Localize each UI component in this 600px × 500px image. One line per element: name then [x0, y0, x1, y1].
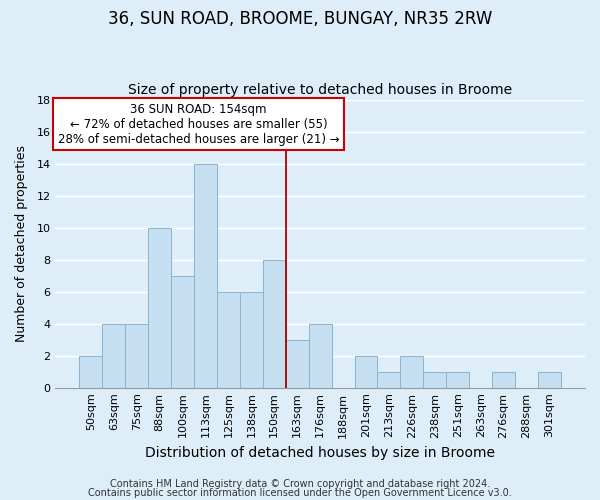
- Bar: [308, 324, 332, 388]
- Text: Contains public sector information licensed under the Open Government Licence v3: Contains public sector information licen…: [88, 488, 512, 498]
- Bar: [355, 356, 377, 388]
- Bar: [171, 276, 194, 388]
- Bar: [217, 292, 240, 388]
- Title: Size of property relative to detached houses in Broome: Size of property relative to detached ho…: [128, 83, 512, 97]
- Text: Contains HM Land Registry data © Crown copyright and database right 2024.: Contains HM Land Registry data © Crown c…: [110, 479, 490, 489]
- Bar: [194, 164, 217, 388]
- Bar: [446, 372, 469, 388]
- X-axis label: Distribution of detached houses by size in Broome: Distribution of detached houses by size …: [145, 446, 495, 460]
- Bar: [125, 324, 148, 388]
- Bar: [103, 324, 125, 388]
- Bar: [377, 372, 400, 388]
- Text: 36, SUN ROAD, BROOME, BUNGAY, NR35 2RW: 36, SUN ROAD, BROOME, BUNGAY, NR35 2RW: [108, 10, 492, 28]
- Text: 36 SUN ROAD: 154sqm
← 72% of detached houses are smaller (55)
28% of semi-detach: 36 SUN ROAD: 154sqm ← 72% of detached ho…: [58, 103, 340, 146]
- Bar: [538, 372, 561, 388]
- Bar: [492, 372, 515, 388]
- Y-axis label: Number of detached properties: Number of detached properties: [15, 145, 28, 342]
- Bar: [286, 340, 308, 388]
- Bar: [240, 292, 263, 388]
- Bar: [263, 260, 286, 388]
- Bar: [148, 228, 171, 388]
- Bar: [400, 356, 424, 388]
- Bar: [424, 372, 446, 388]
- Bar: [79, 356, 103, 388]
